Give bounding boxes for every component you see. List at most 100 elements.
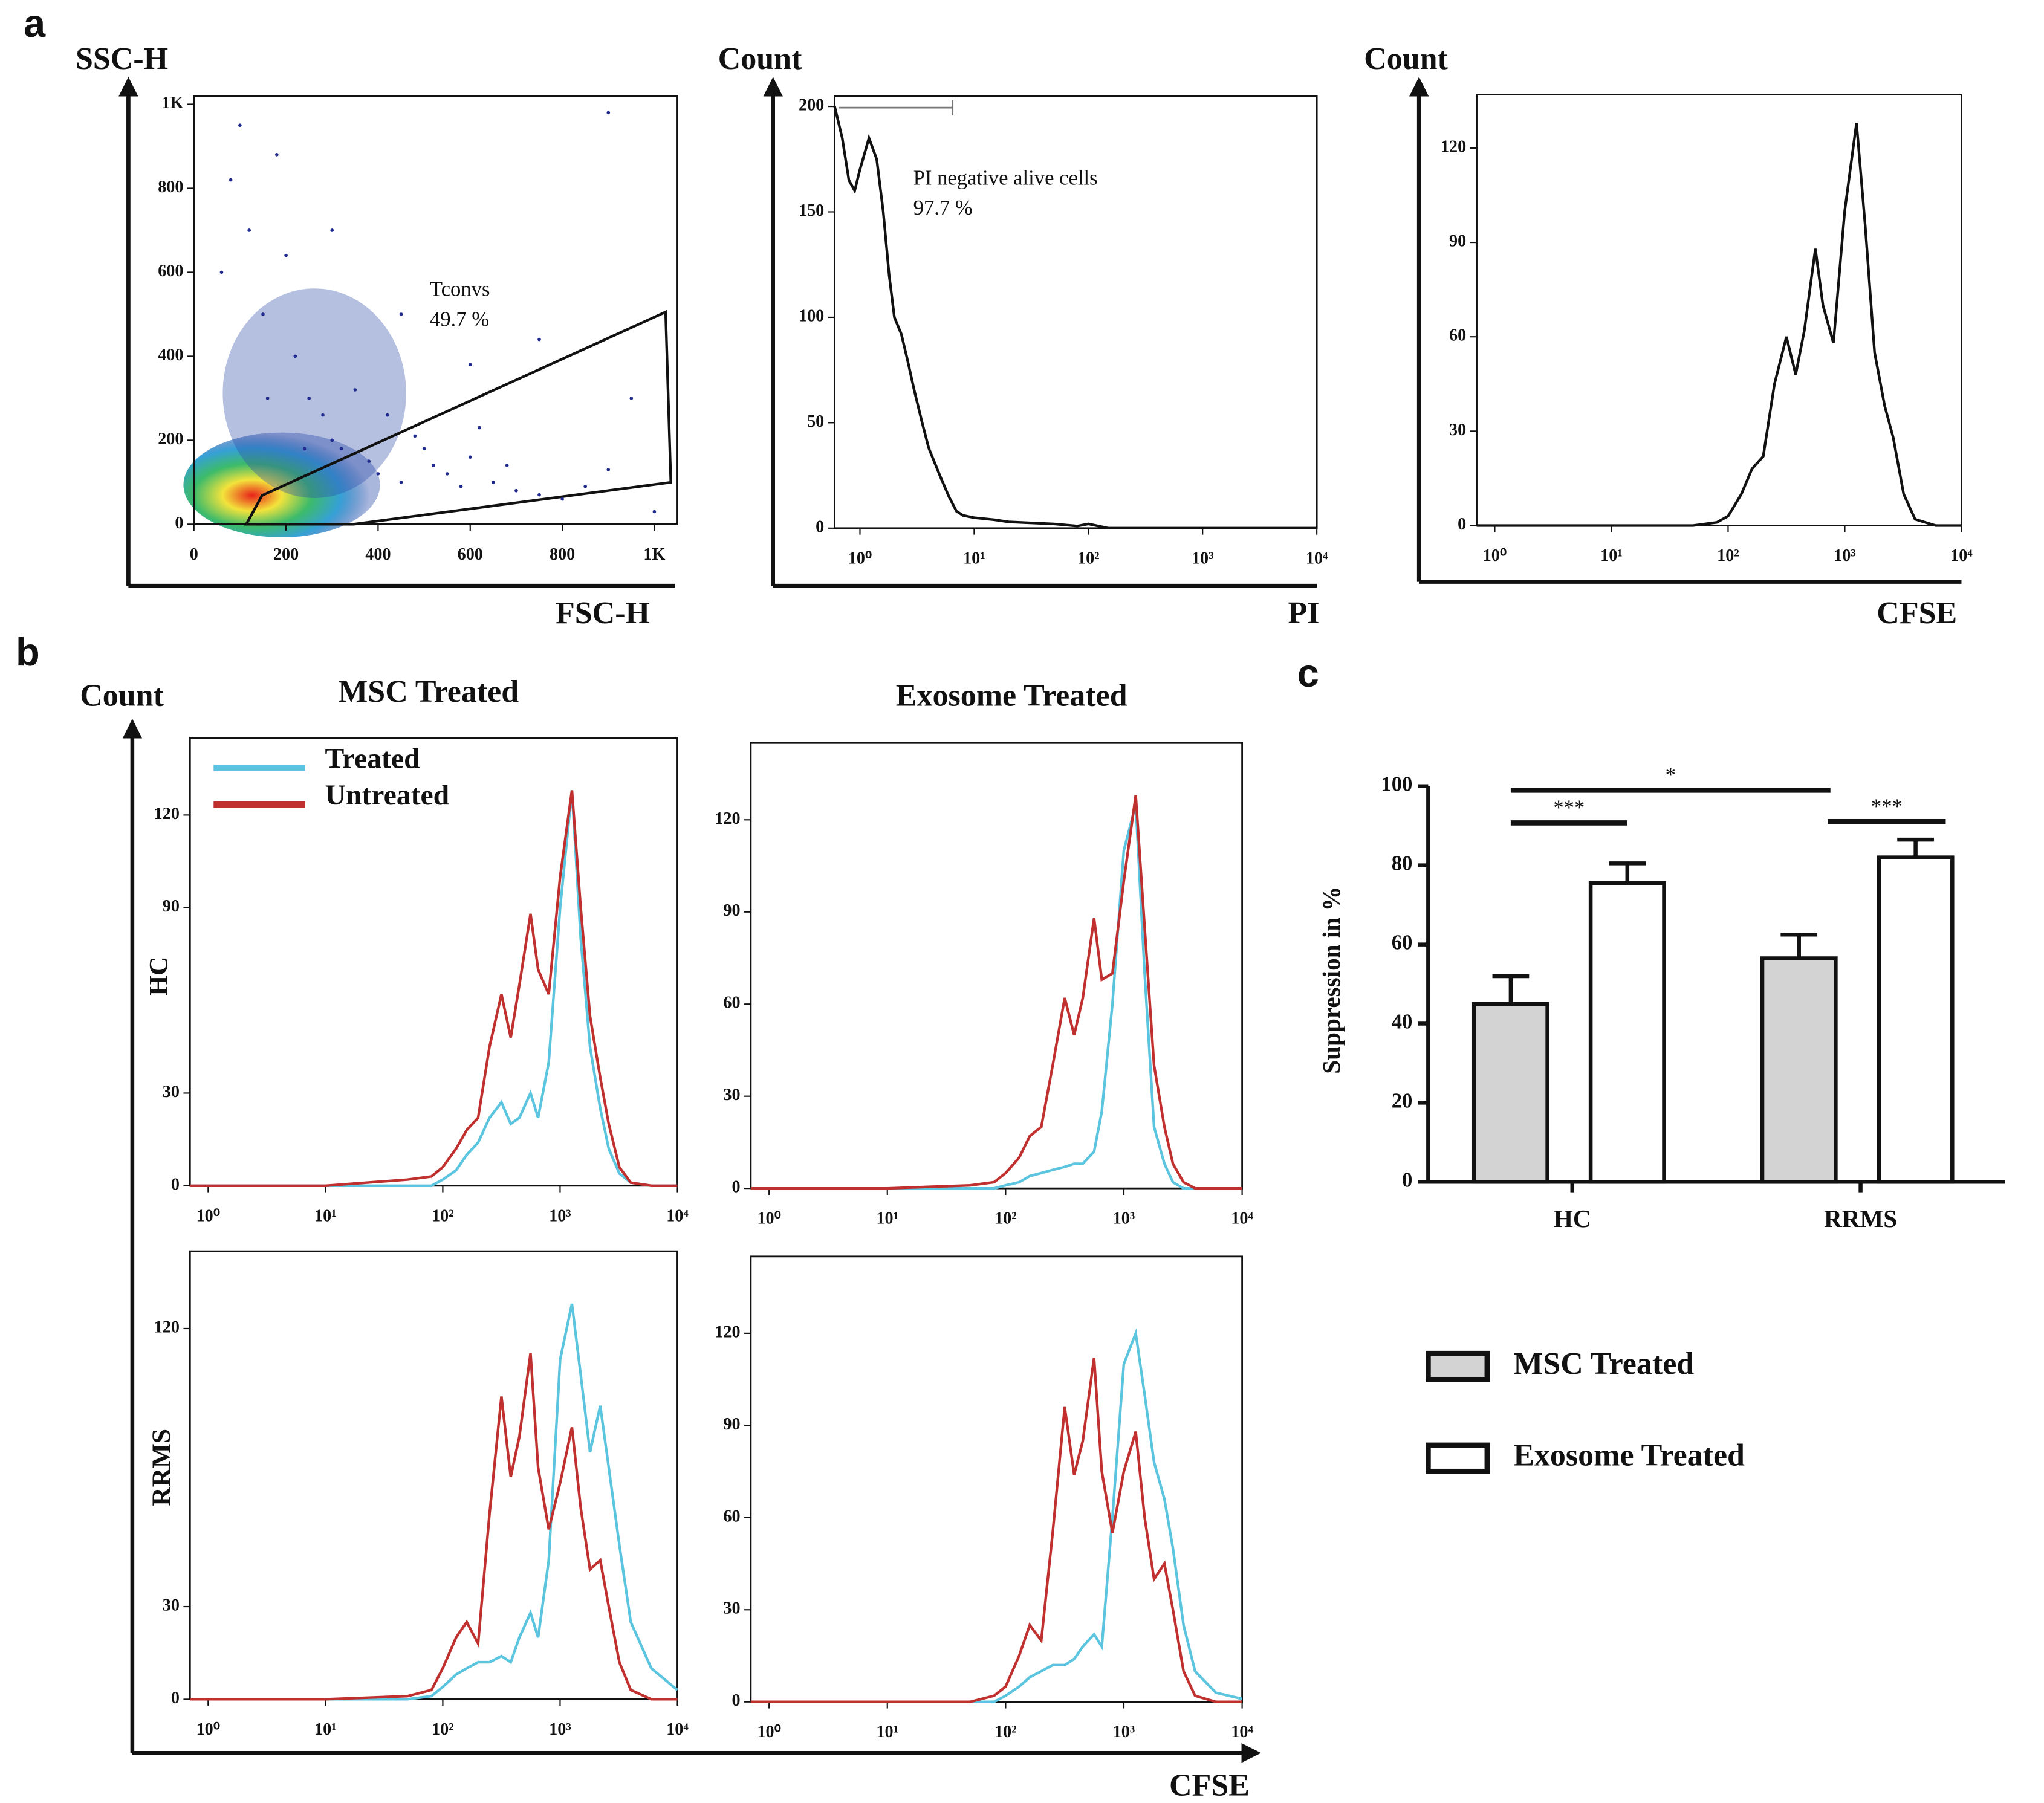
legend-swatch (1426, 1442, 1490, 1474)
y-tick-label: 30 (163, 1083, 180, 1101)
bar (1588, 881, 1666, 1184)
y-axis-label: Count (718, 42, 802, 76)
x-tick-label: 10⁰ (757, 1209, 780, 1228)
y-tick-label: 120 (715, 1322, 740, 1341)
point (422, 447, 426, 451)
x-tick-label: 10⁴ (666, 1720, 689, 1739)
line (750, 1328, 1243, 1703)
legend-label: MSC Treated (1513, 1347, 1694, 1381)
gate-name: Tconvs (430, 277, 490, 300)
point (445, 472, 449, 476)
x-axis-label: CFSE (1877, 596, 1957, 630)
plot-frame (1476, 94, 1962, 526)
x-tick-label: 10⁴ (1231, 1723, 1253, 1741)
column-title: Exosome Treated (896, 679, 1127, 713)
x-tick-label: 200 (273, 545, 299, 564)
point (367, 459, 371, 463)
plot-frame (750, 742, 1244, 1190)
y-axis-label: Suppression in % (1317, 886, 1345, 1073)
x-axis-label: PI (1288, 596, 1319, 630)
gate-marker (839, 100, 954, 116)
point (284, 253, 288, 257)
y-tick-label: 0 (732, 1178, 740, 1197)
row-label: RRMS (147, 1429, 176, 1506)
line (1476, 122, 1962, 527)
x-tick-label: 10⁰ (848, 549, 872, 568)
y-tick-label: 50 (807, 412, 824, 431)
point (385, 413, 389, 417)
y-tick-label: 30 (1449, 421, 1466, 439)
point (652, 510, 657, 514)
y-tick-label: 100 (1381, 773, 1412, 796)
gate-percent: 49.7 % (430, 308, 489, 331)
significance-label: *** (1871, 795, 1903, 818)
x-tick-label: 10³ (1834, 546, 1856, 565)
legend-label: Treated (325, 743, 420, 775)
panel-label: a (24, 1, 46, 45)
x-tick-label: 10³ (549, 1720, 571, 1739)
y-tick-label: 1K (161, 94, 183, 112)
axis (771, 86, 1317, 588)
bar (1877, 855, 1955, 1184)
y-tick-label: 90 (723, 1415, 740, 1434)
y-tick-label: 150 (799, 201, 824, 220)
x-tick-label: RRMS (1824, 1205, 1897, 1232)
y-tick-label: 30 (163, 1596, 180, 1615)
point (229, 178, 233, 182)
y-tick-label: 400 (158, 346, 183, 364)
y-axis-label: Count (1364, 42, 1448, 76)
panel-label: c (1297, 651, 1319, 695)
x-tick-label: HC (1554, 1205, 1591, 1232)
y-tick-label: 0 (175, 514, 183, 532)
point (459, 484, 463, 488)
plot-frame (834, 95, 1318, 529)
column-title: MSC Treated (338, 675, 519, 709)
line (190, 790, 678, 1187)
x-tick-label: 10³ (1113, 1723, 1135, 1741)
y-tick-label: 200 (158, 430, 183, 448)
line (833, 106, 1317, 529)
point (219, 270, 224, 274)
point (583, 484, 587, 488)
y-tick-label: 60 (723, 994, 740, 1012)
x-tick-label: 10¹ (1600, 546, 1623, 565)
x-tick-label: 10⁰ (1483, 546, 1507, 565)
x-tick-label: 10¹ (876, 1209, 898, 1228)
x-tick-label: 10² (432, 1206, 454, 1225)
bar (1760, 956, 1838, 1184)
line (750, 804, 1242, 1190)
point (537, 337, 541, 342)
row-label: HC (144, 957, 174, 996)
y-tick-label: 120 (154, 1318, 180, 1336)
point (468, 455, 472, 459)
y-tick-label: 40 (1392, 1010, 1413, 1033)
x-tick-label: 10⁴ (1231, 1209, 1253, 1228)
x-tick-label: 10³ (549, 1206, 571, 1225)
point (478, 426, 481, 430)
x-tick-label: 1K (643, 545, 665, 564)
point (606, 111, 611, 115)
plot-frame (750, 1255, 1244, 1703)
point (399, 312, 403, 316)
gate-percent: 97.7 % (913, 196, 973, 219)
point (238, 123, 242, 128)
density-cloud (222, 288, 406, 498)
line (190, 1303, 678, 1701)
x-tick-label: 10⁰ (196, 1720, 220, 1739)
point (468, 363, 472, 367)
x-tick-label: 10¹ (963, 549, 985, 568)
y-tick-label: 100 (799, 306, 824, 325)
y-tick-label: 120 (1441, 137, 1466, 156)
y-tick-label: 90 (163, 897, 180, 916)
point (492, 481, 495, 484)
x-tick-label: 10⁴ (1306, 549, 1328, 568)
y-tick-label: 60 (1392, 931, 1413, 954)
y-tick-label: 120 (154, 804, 180, 823)
point (505, 464, 509, 467)
y-tick-label: 80 (1392, 852, 1413, 875)
x-tick-label: 10³ (1192, 549, 1214, 568)
legend-label: Exosome Treated (1513, 1439, 1745, 1473)
y-tick-label: 0 (1458, 515, 1466, 534)
